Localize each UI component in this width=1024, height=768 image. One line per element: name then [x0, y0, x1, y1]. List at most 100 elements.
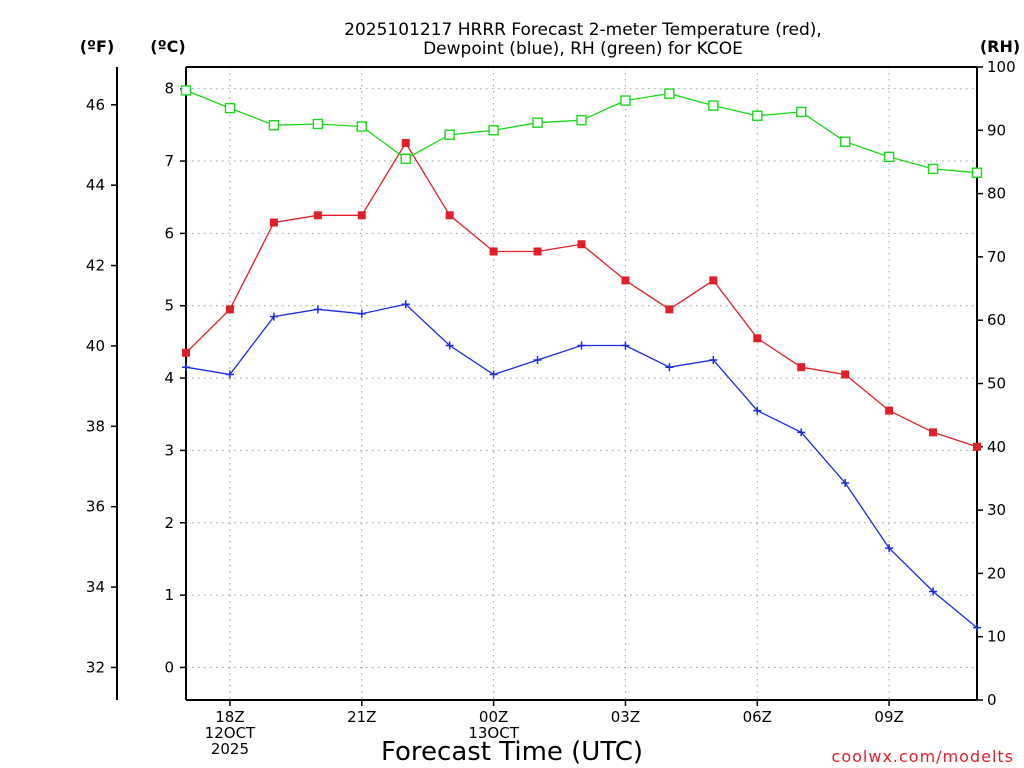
rh-point-16: [883, 151, 895, 163]
x-tick-label-18z-0: 18Z: [215, 708, 244, 726]
rh-point-7: [488, 125, 499, 136]
rh-point-8: [532, 117, 543, 128]
dewpoint-point-1: [225, 370, 234, 379]
credit-text: coolwx.com/modelts: [832, 747, 1014, 766]
rh-axis-label: (RH): [980, 37, 1020, 56]
dewpoint-line: [185, 303, 978, 629]
dewpoint-point-18: [973, 623, 981, 632]
rh-point-5: [400, 153, 411, 164]
temperature-point-3: [313, 211, 322, 220]
fahrenheit-tick-label-32: 32: [86, 658, 105, 676]
dewpoint-point-13: [753, 406, 762, 415]
rh-point-6: [444, 129, 455, 140]
dewpoint-point-10: [621, 341, 630, 350]
dewpoint-point-8: [533, 355, 542, 364]
temperature-point-16: [885, 406, 894, 415]
dewpoint-point-4: [357, 309, 366, 318]
x-tick-label-21z-0: 21Z: [347, 708, 376, 726]
fahrenheit-tick-label-46: 46: [86, 96, 105, 114]
x-tick-label-18z-2: 2025: [211, 740, 249, 758]
rh-tick-label-70: 70: [987, 248, 1006, 266]
rh-point-4: [356, 121, 367, 132]
rh-tick-label-0: 0: [987, 691, 997, 709]
dewpoint-point-17: [929, 587, 938, 596]
x-tick-label-00z-0: 00Z: [479, 708, 508, 726]
dewpoint-point-7: [489, 370, 498, 379]
fahrenheit-axis-label: (ºF): [80, 37, 115, 56]
rh-point-9: [576, 114, 587, 126]
chart-title-line-1: 2025101217 HRRR Forecast 2-meter Tempera…: [344, 20, 822, 40]
celsius-tick-label-5: 5: [164, 297, 174, 315]
rh-tick-label-100: 100: [987, 58, 1016, 76]
rh-point-0: [180, 85, 192, 96]
grid-layer: [186, 67, 977, 700]
dewpoint-point-3: [313, 305, 322, 314]
temperature-point-17: [929, 428, 938, 437]
rh-tick-label-20: 20: [987, 564, 1006, 582]
series-layer: [180, 85, 983, 632]
celsius-tick-label-2: 2: [164, 514, 174, 532]
dewpoint-point-16: [885, 544, 894, 553]
temperature-point-11: [665, 305, 674, 314]
rh-point-13: [752, 110, 763, 121]
fahrenheit-tick-label-42: 42: [86, 257, 105, 275]
celsius-tick-label-1: 1: [164, 586, 174, 604]
x-tick-label-18z-1: 12OCT: [205, 724, 256, 742]
rh-tick-label-80: 80: [987, 185, 1006, 203]
temperature-point-1: [225, 305, 234, 314]
rh-point-17: [927, 163, 939, 175]
fahrenheit-tick-label-34: 34: [86, 578, 105, 596]
celsius-tick-label-3: 3: [164, 441, 174, 459]
celsius-tick-label-8: 8: [164, 80, 174, 98]
dewpoint-point-14: [797, 428, 806, 437]
fahrenheit-tick-label-40: 40: [86, 337, 105, 355]
temperature-point-6: [445, 211, 454, 220]
rh-point-11: [664, 88, 675, 99]
chart-title-line-2: Dewpoint (blue), RH (green) for KCOE: [423, 39, 743, 59]
rh-point-15: [839, 136, 851, 147]
temperature-point-7: [489, 247, 498, 256]
rh-tick-label-90: 90: [987, 121, 1006, 139]
celsius-tick-label-7: 7: [164, 152, 174, 170]
rh-point-18: [971, 167, 983, 178]
x-axis-title: Forecast Time (UTC): [381, 737, 643, 767]
rh-point-2: [268, 120, 280, 131]
axes-layer: 0123456783234363840424446010203040506070…: [86, 58, 1016, 758]
fahrenheit-tick-label-44: 44: [86, 176, 105, 194]
x-tick-label-09z-0: 09Z: [874, 708, 903, 726]
temperature-point-10: [621, 276, 630, 285]
dewpoint-point-9: [577, 341, 586, 350]
celsius-tick-label-6: 6: [164, 224, 174, 242]
rh-line: [185, 89, 978, 174]
rh-point-12: [708, 100, 719, 111]
rh-tick-label-40: 40: [987, 438, 1006, 456]
rh-tick-label-60: 60: [987, 311, 1006, 329]
x-tick-label-00z-1: 13OCT: [468, 724, 519, 742]
temperature-point-9: [577, 240, 586, 249]
temperature-point-4: [357, 211, 366, 220]
temperature-point-14: [797, 363, 806, 372]
temperature-point-18: [973, 442, 981, 451]
temperature-point-5: [401, 138, 410, 147]
temperature-point-15: [841, 370, 850, 379]
celsius-axis-label: (ºC): [150, 37, 185, 56]
temperature-point-0: [182, 348, 190, 357]
temperature-point-8: [533, 247, 542, 256]
x-tick-label-06z-0: 06Z: [743, 708, 772, 726]
rh-point-3: [312, 118, 324, 130]
dewpoint-point-2: [269, 312, 278, 321]
rh-tick-label-30: 30: [987, 501, 1006, 519]
celsius-tick-label-0: 0: [164, 658, 174, 676]
temperature-point-13: [753, 334, 762, 343]
x-tick-label-03z-0: 03Z: [611, 708, 640, 726]
temperature-point-2: [269, 218, 278, 227]
celsius-tick-label-4: 4: [164, 369, 174, 387]
fahrenheit-tick-label-36: 36: [86, 498, 105, 516]
rh-tick-label-10: 10: [987, 628, 1006, 646]
rh-point-1: [224, 102, 236, 114]
rh-point-14: [796, 106, 807, 118]
dewpoint-point-12: [709, 355, 718, 364]
rh-tick-label-50: 50: [987, 375, 1006, 393]
dewpoint-point-0: [182, 363, 190, 372]
